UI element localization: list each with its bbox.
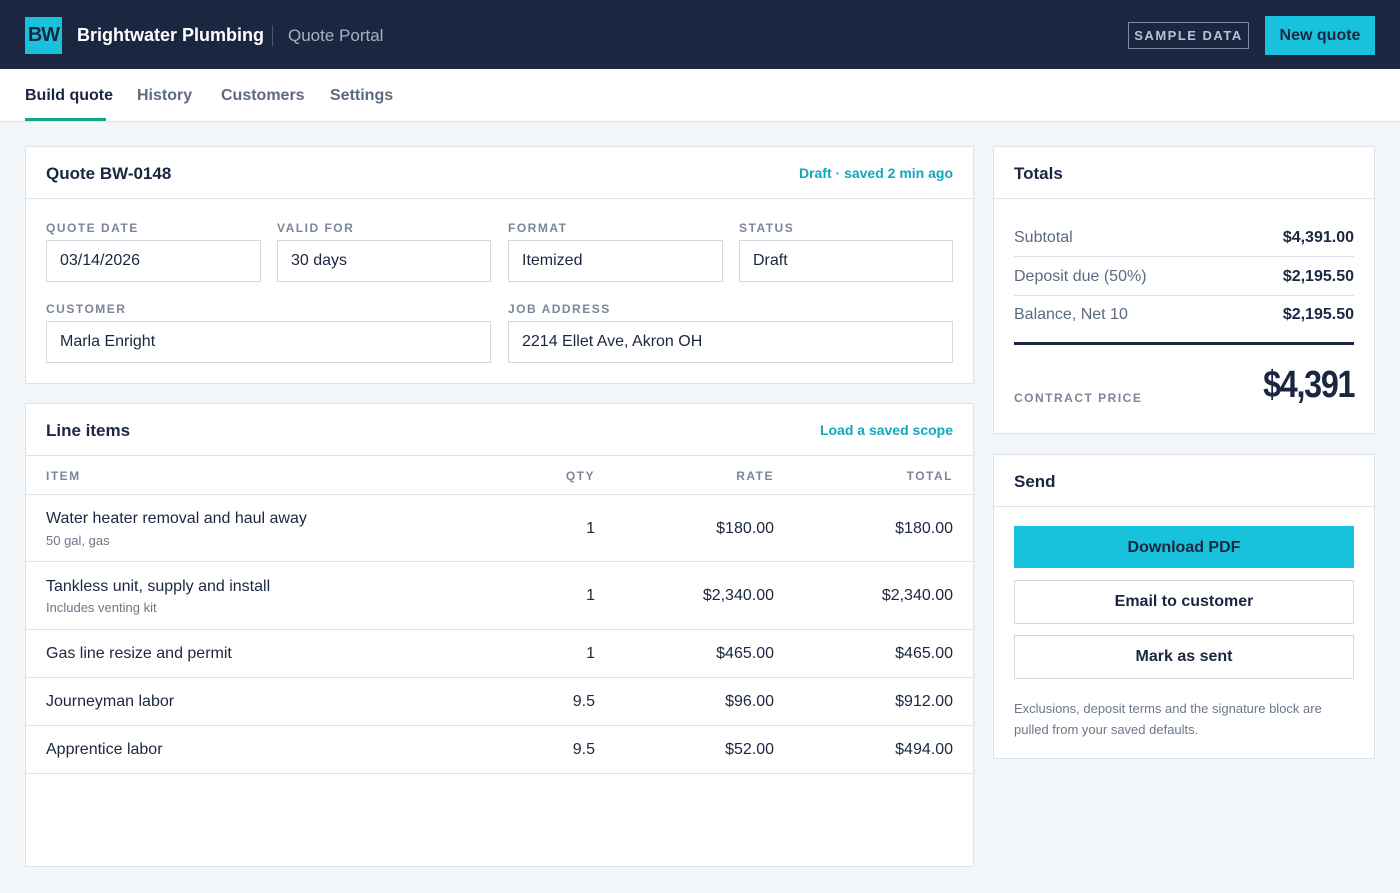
line-item-total: $465.00 [895,645,953,662]
tab-customers[interactable]: Customers [221,87,305,104]
brand-logo: BW [25,17,62,54]
totals-rule [1014,342,1354,345]
line-item-name: Tankless unit, supply and install [46,578,271,595]
send-defaults-note: Exclusions, deposit terms and the signat… [1014,701,1322,737]
line-item-note: Includes venting kit [46,600,157,615]
job-address-label: JOB ADDRESS [508,302,611,316]
line-item-total: $912.00 [895,693,953,710]
send-header: Send [994,455,1374,507]
customer-label: CUSTOMER [46,302,127,316]
totals-divider [1014,295,1354,296]
line-item-rate: $52.00 [725,741,774,758]
send-title: Send [1014,472,1056,491]
row-divider [26,561,973,562]
load-saved-scope-link[interactable]: Load a saved scope [819,422,953,438]
line-item-total: $2,340.00 [881,587,953,604]
line-item-name: Gas line resize and permit [46,645,232,662]
brand-divider [272,25,273,46]
column-header-item: ITEM [46,469,81,483]
deposit-label: Deposit due (50%) [1014,268,1147,285]
portal-name: Quote Portal [288,26,384,45]
totals-header: Totals [994,147,1374,199]
quote-card-header: Quote BW-0148 Draft · saved 2 min ago [26,147,973,199]
line-item-qty: 1 [586,520,595,537]
line-item-qty: 1 [586,587,595,604]
line-item-rate: $96.00 [725,693,774,710]
line-item-rate: $465.00 [716,645,774,662]
contract-price-value: $4,391 [1262,364,1355,406]
status-label: STATUS [739,221,795,235]
status-field[interactable]: Draft [739,240,953,282]
line-items-header: Line items Load a saved scope [26,404,973,456]
line-items-title: Line items [46,421,131,440]
new-quote-button[interactable]: New quote [1265,16,1375,55]
download-pdf-button[interactable]: Download PDF [1014,526,1354,568]
subtotal-label: Subtotal [1014,229,1073,246]
line-item-qty: 1 [586,645,595,662]
valid-for-field[interactable]: 30 days [277,240,491,282]
job-address-field[interactable]: 2214 Ellet Ave, Akron OH [508,321,953,363]
tab-bar: Build quote History Customers Settings [0,69,1400,122]
format-field[interactable]: Itemized [508,240,723,282]
format-label: FORMAT [508,221,568,235]
email-to-customer-button[interactable]: Email to customer [1014,580,1354,624]
tab-history[interactable]: History [137,87,193,104]
tab-build-quote[interactable]: Build quote [25,87,113,104]
totals-card: Totals [993,146,1375,434]
sample-data-badge: SAMPLE DATA [1128,22,1249,49]
tab-settings[interactable]: Settings [330,87,394,104]
totals-divider [1014,256,1354,257]
customer-field[interactable]: Marla Enright [46,321,491,363]
table-header-divider [26,494,973,495]
row-divider [26,629,973,630]
mark-as-sent-button[interactable]: Mark as sent [1014,635,1354,679]
valid-for-label: VALID FOR [277,221,355,235]
line-item-name: Apprentice labor [46,741,163,758]
line-item-total: $180.00 [895,520,953,537]
row-divider [26,773,973,774]
quote-date-field[interactable]: 03/14/2026 [46,240,261,282]
line-item-name: Water heater removal and haul away [46,510,307,527]
line-item-qty: 9.5 [572,741,595,758]
column-header-qty: QTY [565,469,595,483]
top-bar: BW Brightwater Plumbing Quote Portal SAM… [0,0,1400,69]
line-item-total: $494.00 [895,741,953,758]
line-item-rate: $180.00 [716,520,774,537]
quote-date-label: QUOTE DATE [46,221,139,235]
deposit-value: $2,195.50 [1282,268,1354,285]
active-tab-indicator [25,118,106,121]
subtotal-value: $4,391.00 [1282,229,1354,246]
draft-status-note: Draft · saved 2 min ago [798,165,953,181]
contract-price-label: CONTRACT PRICE [1014,391,1143,405]
line-item-rate: $2,340.00 [702,587,774,604]
column-header-rate: RATE [736,469,774,483]
balance-label: Balance, Net 10 [1014,306,1128,323]
column-header-total: TOTAL [906,469,953,483]
brand-name: Brightwater Plumbing [77,25,265,45]
line-items-card: Line items Load a saved scope [25,403,974,867]
quote-title: Quote BW-0148 [46,164,172,183]
line-item-qty: 9.5 [572,693,595,710]
line-item-name: Journeyman labor [46,693,175,710]
row-divider [26,677,973,678]
row-divider [26,725,973,726]
balance-value: $2,195.50 [1282,306,1354,323]
totals-title: Totals [1014,164,1063,183]
line-item-note: 50 gal, gas [46,533,110,548]
